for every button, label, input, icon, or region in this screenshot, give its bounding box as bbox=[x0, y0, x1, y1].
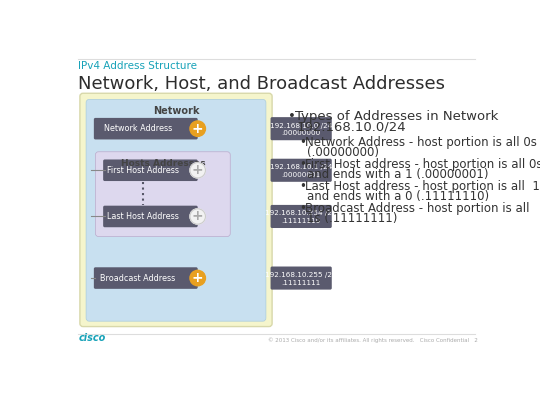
Text: cisco: cisco bbox=[79, 333, 106, 343]
FancyBboxPatch shape bbox=[103, 206, 198, 227]
FancyBboxPatch shape bbox=[86, 99, 266, 321]
Text: (.00000000): (.00000000) bbox=[307, 145, 379, 158]
Circle shape bbox=[190, 162, 205, 178]
Text: Last Host address - host portion is all  1s: Last Host address - host portion is all … bbox=[306, 180, 540, 193]
Text: First Host Address: First Host Address bbox=[107, 166, 179, 175]
Text: Broadcast Address: Broadcast Address bbox=[100, 273, 176, 283]
Text: Network Address: Network Address bbox=[104, 124, 172, 133]
Text: Types of Addresses in Network: Types of Addresses in Network bbox=[295, 110, 498, 123]
Text: .11111110: .11111110 bbox=[281, 218, 321, 224]
FancyBboxPatch shape bbox=[271, 266, 332, 290]
Text: •: • bbox=[299, 180, 306, 193]
Text: •: • bbox=[299, 202, 306, 215]
Text: .00000000: .00000000 bbox=[281, 130, 321, 136]
FancyBboxPatch shape bbox=[96, 152, 230, 237]
Text: and ends with a 1 (.00000001): and ends with a 1 (.00000001) bbox=[307, 168, 489, 181]
Text: 192.168.10.1 /24: 192.168.10.1 /24 bbox=[270, 164, 332, 170]
Text: .11111111: .11111111 bbox=[281, 280, 321, 286]
FancyBboxPatch shape bbox=[94, 267, 198, 289]
Text: 192.168.10.0/24: 192.168.10.0/24 bbox=[296, 121, 406, 134]
Text: •: • bbox=[288, 110, 296, 123]
FancyBboxPatch shape bbox=[94, 118, 198, 139]
Text: 1s (.11111111): 1s (.11111111) bbox=[307, 212, 397, 225]
Text: .00000001: .00000001 bbox=[281, 172, 321, 178]
Text: Broadcast Address - host portion is all: Broadcast Address - host portion is all bbox=[306, 202, 530, 215]
Text: Last Host Address: Last Host Address bbox=[107, 212, 179, 221]
Text: IPv4 Address Structure: IPv4 Address Structure bbox=[78, 60, 197, 70]
FancyBboxPatch shape bbox=[271, 159, 332, 182]
Text: Hosts Addresses: Hosts Addresses bbox=[120, 159, 205, 168]
Text: Network: Network bbox=[153, 106, 199, 116]
FancyBboxPatch shape bbox=[271, 117, 332, 140]
Text: 192.168.10.255 /24: 192.168.10.255 /24 bbox=[265, 272, 337, 278]
Text: +: + bbox=[192, 271, 204, 285]
Text: Network, Host, and Broadcast Addresses: Network, Host, and Broadcast Addresses bbox=[78, 75, 446, 93]
Text: +: + bbox=[192, 209, 204, 224]
Text: Network Address - host portion is all 0s: Network Address - host portion is all 0s bbox=[306, 136, 537, 149]
Text: © 2013 Cisco and/or its affiliates. All rights reserved.   Cisco Confidential   : © 2013 Cisco and/or its affiliates. All … bbox=[268, 337, 478, 343]
FancyBboxPatch shape bbox=[271, 205, 332, 228]
Text: 192.168.10.0 /24: 192.168.10.0 /24 bbox=[270, 123, 332, 129]
Circle shape bbox=[190, 121, 205, 136]
Text: •: • bbox=[299, 136, 306, 149]
Circle shape bbox=[190, 209, 205, 224]
Text: 192.168.10.254 /24: 192.168.10.254 /24 bbox=[265, 210, 337, 216]
Circle shape bbox=[190, 271, 205, 286]
Text: First Host address - host portion is all 0s: First Host address - host portion is all… bbox=[306, 158, 540, 171]
Text: •: • bbox=[299, 158, 306, 171]
Text: +: + bbox=[192, 122, 204, 136]
FancyBboxPatch shape bbox=[80, 93, 272, 326]
FancyBboxPatch shape bbox=[103, 160, 198, 181]
Text: +: + bbox=[192, 163, 204, 177]
Text: and ends with a 0 (.11111110): and ends with a 0 (.11111110) bbox=[307, 190, 489, 202]
